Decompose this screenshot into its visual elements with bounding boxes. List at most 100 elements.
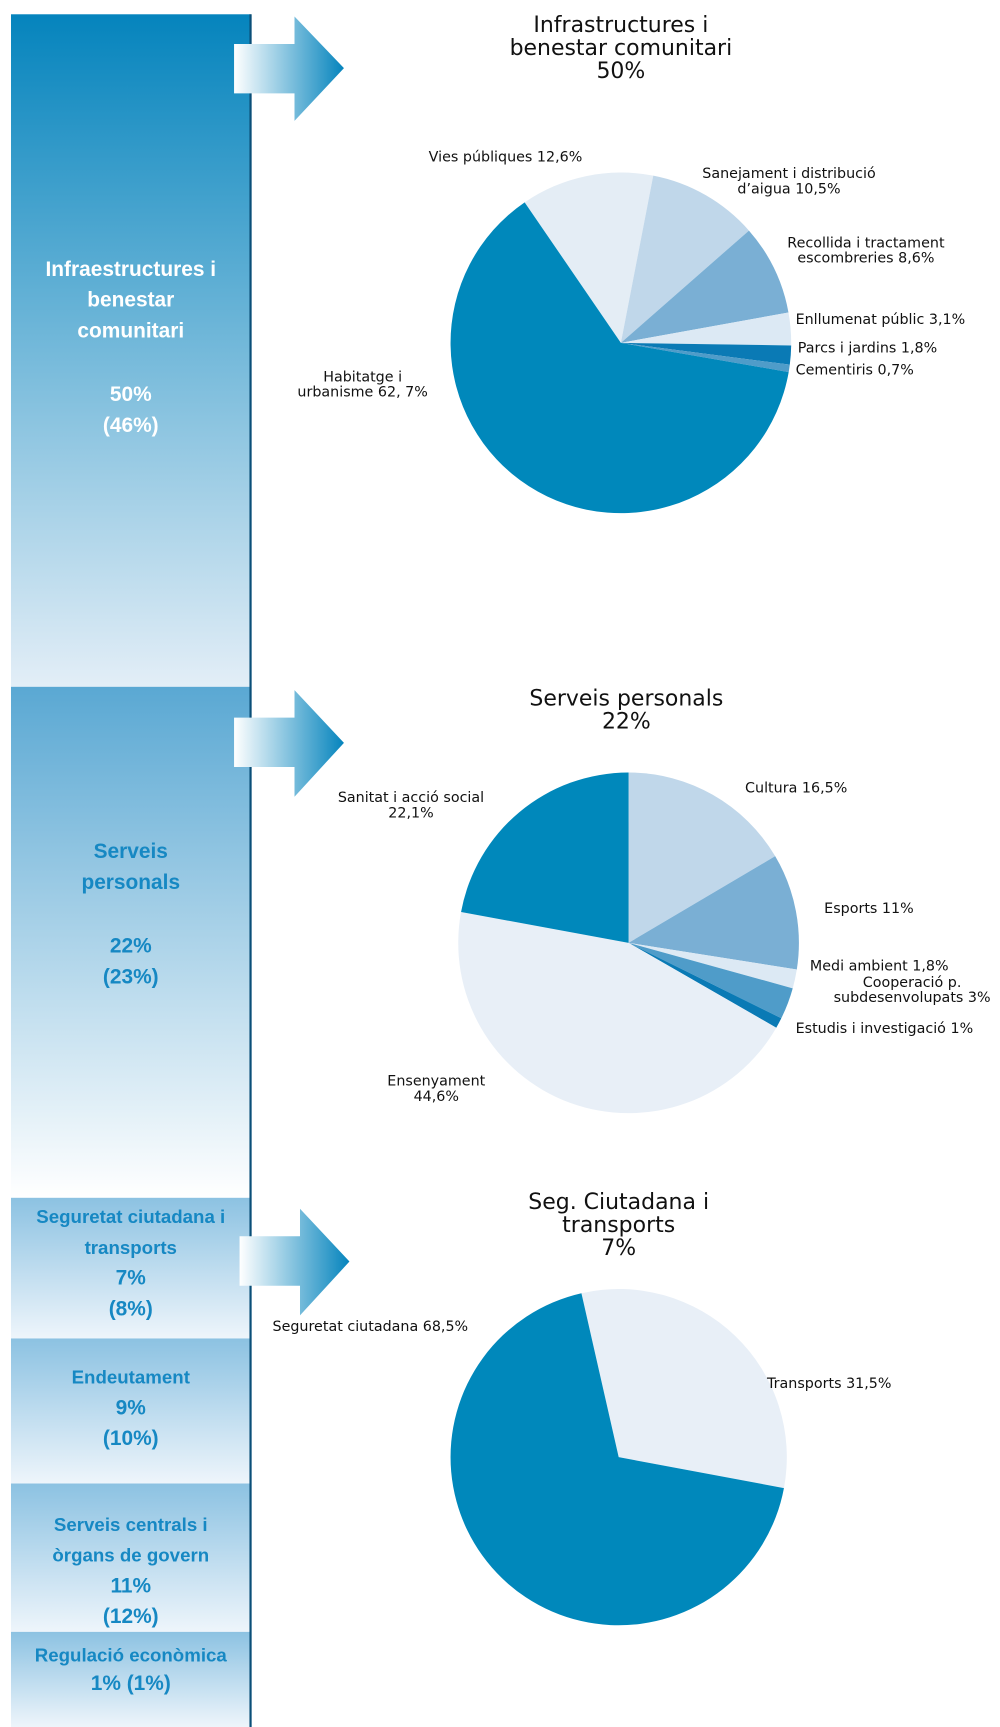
sidebar-block (10, 1338, 251, 1484)
arrow (239, 1208, 350, 1316)
pie-slice (628, 942, 793, 1019)
pie-slice (620, 230, 789, 343)
pie-slice (628, 942, 797, 989)
sidebar-block (10, 686, 251, 1198)
slice-category: Cooperació p. subdesenvolupats (833, 974, 964, 1007)
slice-value: 1,8% (900, 340, 938, 358)
sidebar-share: 50% (109, 383, 152, 407)
slice-label: Cooperació p. subdesenvolupats 3% (802, 974, 1000, 1007)
pie-slice (628, 772, 776, 943)
slice-category: Esports (824, 901, 878, 918)
slice-value: 1% (950, 1020, 974, 1038)
chart-title-text: Seg. Ciutadana i transports (528, 1187, 710, 1238)
slice-value: 0,7% (877, 362, 914, 380)
slice-category: Sanejament i distribució d’aigua (702, 165, 876, 198)
slice-value: 31,5% (846, 1375, 892, 1393)
sidebar-share: 11% (110, 1574, 152, 1598)
slice-category: Ensenyament (387, 1073, 486, 1091)
slice-category: Cultura (745, 780, 798, 797)
slice-label: Vies públiques 12,6% (428, 149, 583, 166)
pie-slice (620, 342, 790, 373)
slice-label: Cultura 16,5% (745, 781, 847, 796)
arrow (234, 690, 344, 797)
sidebar-label: Regulació econòmica (34, 1645, 227, 1666)
chart-subtitle: 7% (601, 1234, 637, 1261)
slice-label: Transports 31,5% (767, 1375, 892, 1393)
sidebar-share: 9% (115, 1396, 146, 1420)
slice-label: Recollida i tractament escombreries 8,6% (762, 236, 971, 267)
sidebar-block (10, 1631, 251, 1727)
slice-value: 11% (881, 901, 914, 918)
sidebar-item: Regulació econòmica 1% (1%) (11, 1642, 251, 1699)
slice-value: 44,6% (413, 1089, 459, 1106)
slice-label: Esports 11% (824, 902, 914, 917)
slice-label: Sanitat i acció social 22,1% (318, 791, 505, 822)
chart-title: Infrastructures i benestar comunitari 50% (456, 13, 786, 82)
chart-title-text: Serveis personals (529, 684, 724, 711)
slice-value: 12,6% (536, 149, 583, 166)
pie-slice (450, 202, 789, 514)
slice-category: Enllumenat públic (795, 312, 925, 329)
slice-value: 16,5% (801, 780, 848, 797)
slice-label: Ensenyament 44,6% (376, 1073, 497, 1106)
sidebar-label: Infraestructures i benestar comunitari (45, 258, 217, 343)
slice-category: Vies públiques (428, 149, 533, 166)
sidebar-block (10, 1197, 251, 1339)
sidebar-block (10, 14, 251, 687)
sidebar-item: Serveis personals 22% (23%) (11, 837, 251, 993)
chart-title-text: Infrastructures i benestar comunitari (509, 10, 733, 61)
sidebar-label: Serveis personals (81, 840, 181, 895)
slice-label: Parcs i jardins 1,8% (797, 340, 938, 358)
sidebar-label: Seguretat ciutadana i transports (36, 1206, 226, 1259)
sidebar-previous: (23%) (102, 965, 159, 990)
slice-value: 62, 7% (377, 384, 428, 402)
sidebar-block (10, 1483, 251, 1632)
sidebar-previous: (1%) (126, 1672, 171, 1696)
pie-slice (628, 856, 799, 970)
sidebar-previous: (46%) (102, 414, 159, 438)
pie-slice (628, 942, 782, 1028)
slice-category: Estudis i investigació (795, 1020, 946, 1038)
slice-label: Seguretat ciutadana 68,5% (272, 1318, 469, 1336)
sidebar-item: Serveis centrals i òrgans de govern 11% … (11, 1510, 251, 1633)
slice-value: 3,1% (928, 312, 966, 329)
arrow (234, 16, 344, 121)
slice-category: Seguretat ciutadana (272, 1318, 419, 1336)
chart-subtitle: 22% (601, 707, 651, 735)
slice-category: Recollida i tractament escombreries (787, 235, 945, 268)
slice-category: Medi ambient (809, 958, 908, 975)
slice-value: 22,1% (388, 805, 434, 822)
slice-label: Sanejament i distribució d’aigua 10,5% (685, 165, 894, 198)
pie-slice (581, 1289, 787, 1489)
sidebar-previous: (8%) (108, 1297, 153, 1321)
pie-slice (461, 772, 629, 943)
pie-slice (524, 172, 654, 343)
sidebar-previous: (10%) (102, 1427, 159, 1451)
pie-slice (450, 1293, 784, 1626)
slice-category: Habitatge i urbanisme (297, 369, 403, 402)
slice-category: Sanitat i acció social (337, 790, 485, 807)
slice-value: 8,6% (898, 250, 935, 268)
slice-value: 3% (967, 990, 991, 1007)
slice-label: Enllumenat públic 3,1% (796, 313, 966, 328)
slice-category: Cementiris (795, 362, 873, 380)
sidebar-share: 7% (115, 1267, 146, 1291)
slice-value: 10,5% (795, 181, 841, 198)
sidebar-share: 22% (109, 935, 152, 959)
sidebar-item: Endeutament 9% (10%) (11, 1363, 251, 1455)
chart-title: Serveis personals 22% (462, 684, 792, 735)
slice-value: 68,5% (422, 1318, 469, 1336)
slice-label: Habitatge i urbanisme 62, 7% (286, 370, 440, 401)
slice-label: Medi ambient 1,8% (810, 959, 949, 974)
sidebar-share: 1% (90, 1672, 121, 1696)
sidebar-label: Endeutament (71, 1367, 190, 1388)
sidebar-label: Serveis centrals i òrgans de govern (52, 1514, 210, 1566)
chart-title: Seg. Ciutadana i transports 7% (454, 1190, 784, 1259)
pie-slice (620, 312, 792, 346)
slice-category: Parcs i jardins (797, 340, 897, 358)
sidebar-item: Infraestructures i benestar comunitari 5… (11, 255, 251, 442)
pie-slice (458, 911, 777, 1114)
pie-slice (620, 175, 749, 343)
